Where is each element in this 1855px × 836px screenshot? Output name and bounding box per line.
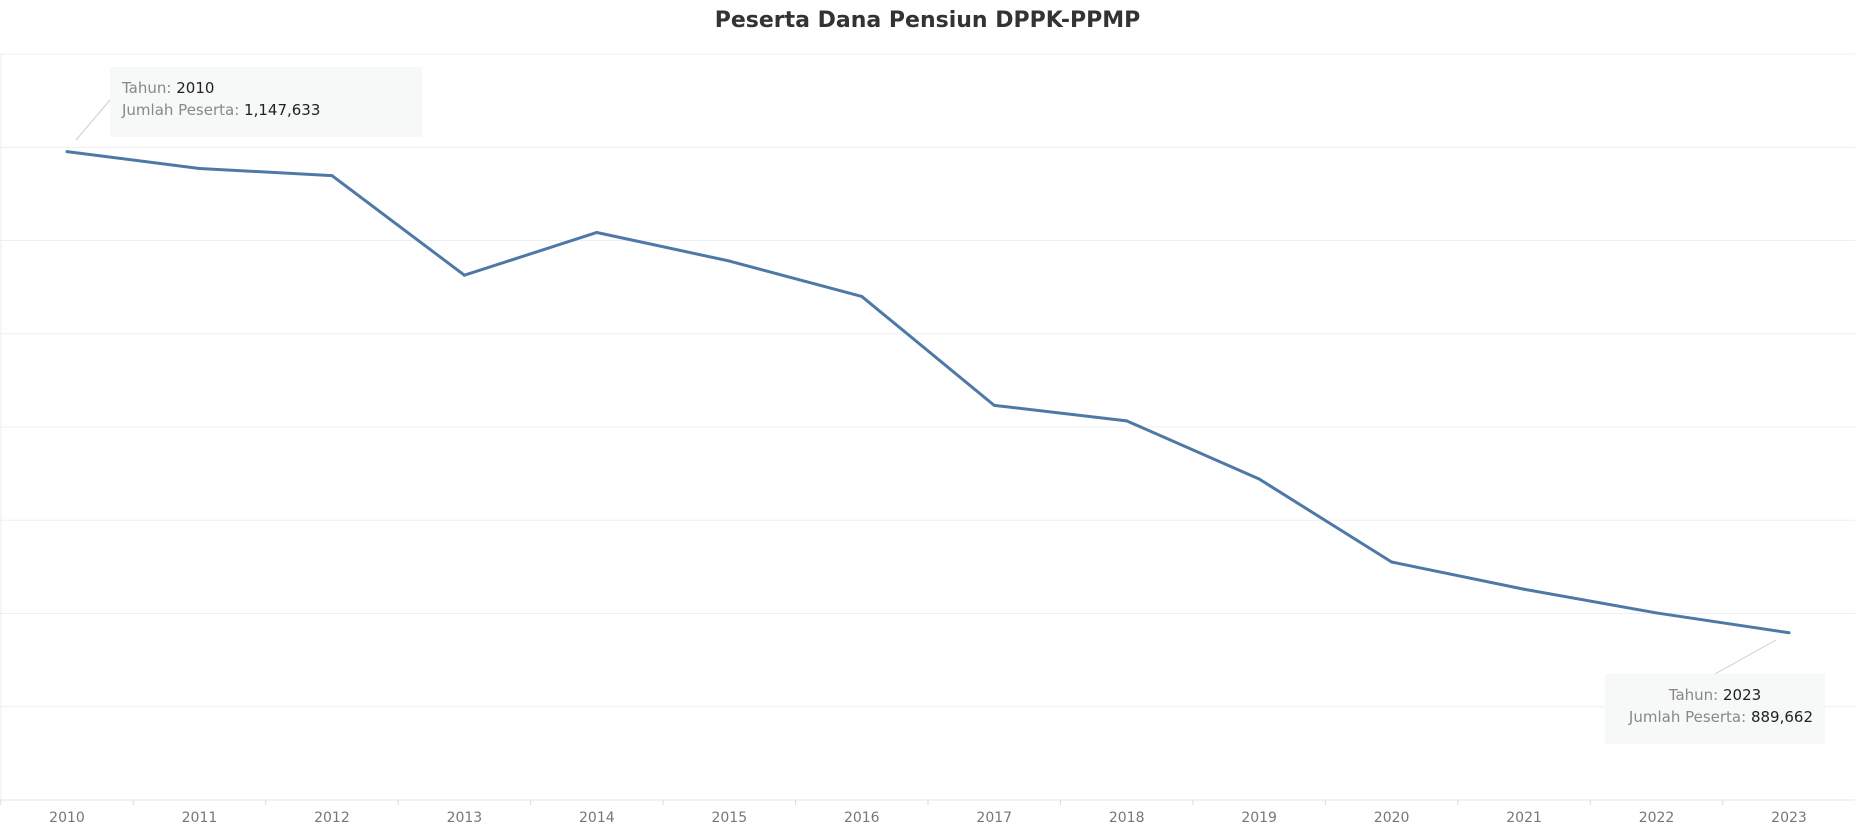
data-point	[462, 273, 466, 277]
data-point	[330, 174, 334, 178]
annotation-year-label: Tahun:	[1668, 686, 1719, 704]
data-point	[65, 150, 69, 154]
x-tick-label: 2011	[182, 810, 218, 826]
annotation-value: 889,662	[1750, 708, 1813, 726]
data-point	[197, 167, 201, 171]
x-tick-label: 2017	[976, 810, 1012, 826]
annotation-2023: Tahun: 2023 Jumlah Peserta: 889,662	[1605, 674, 1825, 744]
annotation-leader	[75, 99, 111, 141]
x-tick-label: 2015	[711, 810, 747, 826]
data-point	[1390, 560, 1394, 564]
annotation-year: 2010	[176, 79, 215, 97]
data-point	[1257, 477, 1261, 481]
data-point	[1655, 611, 1659, 615]
x-tick-label: 2022	[1639, 810, 1675, 826]
data-point	[595, 230, 599, 234]
annotation-2010: Tahun: 2010 Jumlah Peserta: 1,147,633	[110, 67, 422, 137]
x-tick-label: 2018	[1109, 810, 1145, 826]
data-point	[1787, 631, 1791, 635]
data-point	[860, 294, 864, 298]
annotation-year-label: Tahun:	[122, 79, 172, 97]
data-point	[1522, 587, 1526, 591]
x-tick-label: 2023	[1771, 810, 1807, 826]
data-point	[992, 403, 996, 407]
chart-title: Peserta Dana Pensiun DPPK-PPMP	[714, 8, 1141, 33]
x-tick-label: 2014	[579, 810, 615, 826]
x-tick-label: 2012	[314, 810, 350, 826]
annotation-value: 1,147,633	[244, 101, 321, 119]
annotation-leader	[1714, 639, 1777, 675]
x-tick-label: 2016	[844, 810, 880, 826]
annotation-year: 2023	[1723, 686, 1762, 704]
x-tick-label: 2019	[1241, 810, 1277, 826]
x-tick-label: 2013	[447, 810, 483, 826]
data-point	[727, 259, 731, 263]
x-tick-label: 2020	[1374, 810, 1410, 826]
series-line	[66, 150, 1790, 635]
annotation-value-label: Jumlah Peserta:	[1628, 708, 1747, 726]
x-tick-label: 2021	[1506, 810, 1542, 826]
data-point	[1125, 419, 1129, 423]
annotation-value-label: Jumlah Peserta:	[122, 101, 240, 119]
x-tick-label: 2010	[49, 810, 85, 826]
